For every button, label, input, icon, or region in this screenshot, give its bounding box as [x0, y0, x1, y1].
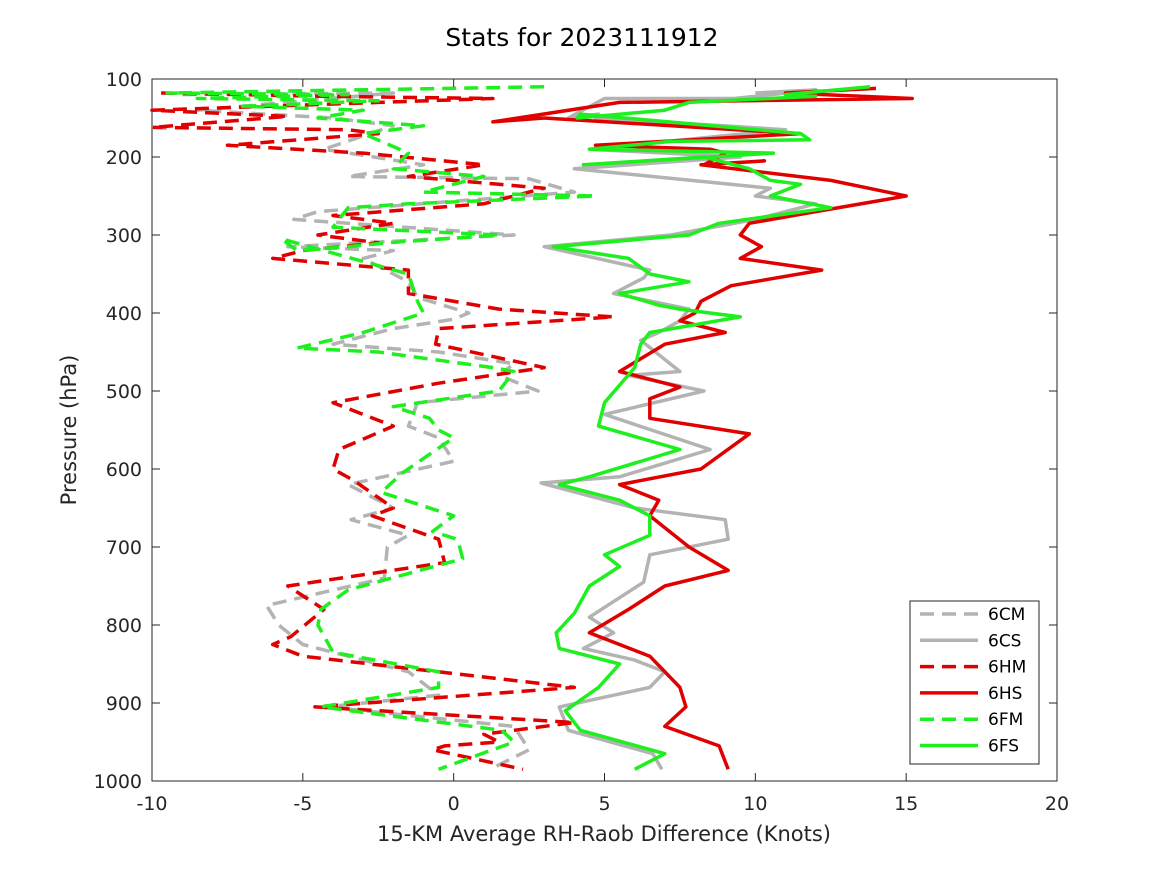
y-tick-label: 200 [106, 147, 142, 169]
y-tick-label: 300 [106, 225, 142, 247]
x-tick-label: -5 [293, 793, 312, 815]
y-tick-label: 500 [106, 381, 142, 403]
y-tick-label: 600 [106, 459, 142, 481]
chart-title: Stats for 2023111912 [445, 23, 718, 52]
series-line-6fs [551, 85, 871, 771]
x-tick-label: 20 [1045, 793, 1069, 815]
series-line-6hs [491, 86, 914, 770]
series-layer [150, 85, 914, 772]
x-tick-label: 0 [448, 793, 460, 815]
y-tick-label: 100 [106, 69, 142, 91]
x-axis-label: 15-KM Average RH-Raob Difference (Knots) [377, 822, 831, 846]
x-tick-label: 15 [894, 793, 918, 815]
y-axis-label: Pressure (hPa) [57, 355, 81, 506]
y-tick-label: 800 [106, 615, 142, 637]
y-tick-label: 700 [106, 537, 142, 559]
x-tick-label: 10 [743, 793, 767, 815]
series-line-6hm [150, 91, 616, 772]
legend-label-6fm: 6FM [988, 710, 1023, 730]
x-tick-label: 5 [598, 793, 610, 815]
legend-label-6hs: 6HS [988, 684, 1022, 704]
legend-label-6hm: 6HM [988, 658, 1026, 678]
legend-label-6cm: 6CM [988, 605, 1025, 625]
legend-box [909, 600, 1040, 765]
y-tick-label: 400 [106, 303, 142, 325]
legend-label-6cs: 6CS [988, 631, 1021, 651]
legend: 6CM 6CS 6HM 6HS 6FM 6FS [909, 600, 1040, 765]
y-tick-label: 1000 [94, 771, 142, 793]
y-tick-label: 900 [106, 693, 142, 715]
tick-layer: -10 -5 0 5 10 15 20 100 200 300 400 500 600 700 800 900… [94, 69, 1069, 815]
x-tick-label: -10 [136, 793, 167, 815]
series-line-6fm [165, 85, 598, 771]
legend-label-6fs: 6FS [988, 737, 1019, 757]
